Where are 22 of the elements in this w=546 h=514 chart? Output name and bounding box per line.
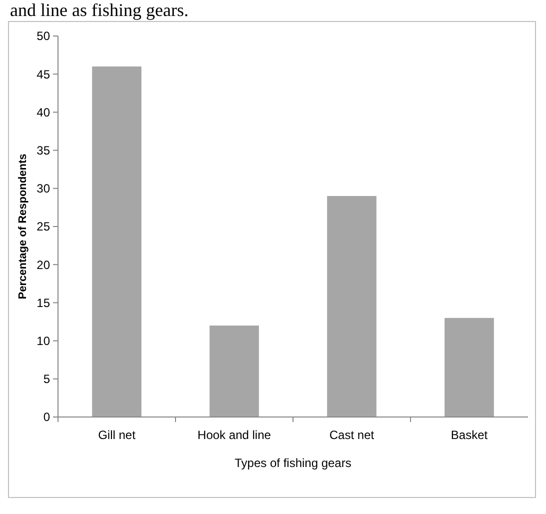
bar <box>92 66 142 417</box>
x-tick-label: Hook and line <box>198 428 272 442</box>
y-tick-label: 0 <box>43 410 50 424</box>
y-tick-label: 25 <box>36 220 50 234</box>
x-tick-label: Basket <box>450 428 488 442</box>
bar <box>327 196 376 417</box>
y-tick-label: 30 <box>36 182 50 196</box>
x-tick-label: Cast net <box>329 428 375 442</box>
y-tick-label: 15 <box>36 296 50 310</box>
y-tick-label: 5 <box>43 372 50 386</box>
y-tick-label: 50 <box>36 29 50 44</box>
bar <box>444 318 494 417</box>
y-tick-label: 40 <box>36 105 50 120</box>
y-tick-label: 20 <box>36 258 50 272</box>
x-tick-label: Gill net <box>98 428 136 442</box>
bar <box>210 326 259 417</box>
text: and line as fishing gears. <box>10 0 188 20</box>
y-axis-title: Percentage of Respondents <box>17 154 29 300</box>
x-axis-title: Types of fishing gears <box>234 456 352 470</box>
y-tick-label: 10 <box>36 334 50 348</box>
y-tick-label: 45 <box>36 67 50 82</box>
y-tick-label: 35 <box>36 144 50 158</box>
